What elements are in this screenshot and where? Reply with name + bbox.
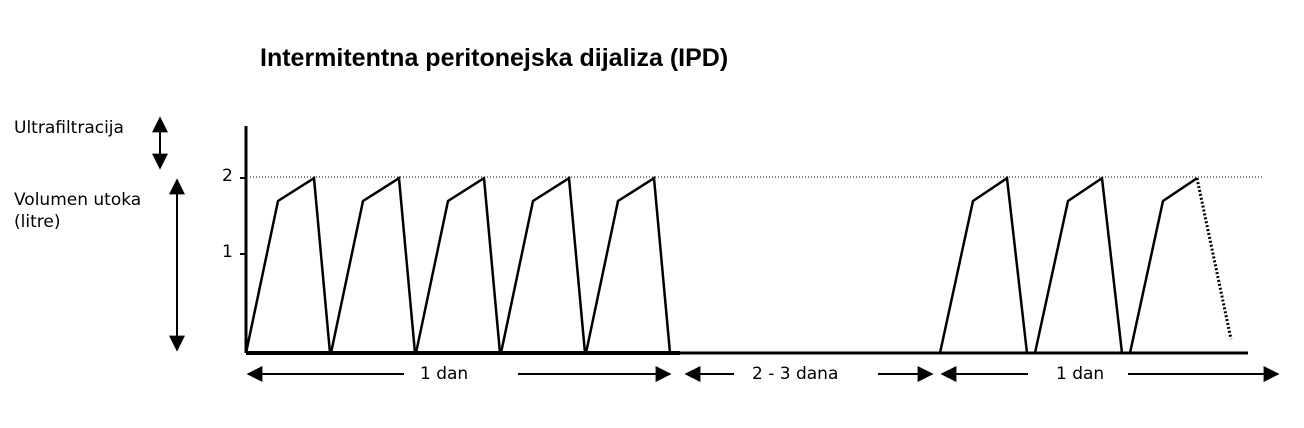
cycle-1-5 xyxy=(584,176,672,354)
chart-title: Intermitentna peritonejska dijaliza (IPD… xyxy=(260,44,729,72)
cycle-1-4 xyxy=(499,176,587,354)
cycle-3-2 xyxy=(1033,176,1124,354)
cycle-3-1 xyxy=(938,176,1029,354)
volume-label-line2: (litre) xyxy=(14,212,61,232)
cycle-3-3 xyxy=(1128,177,1198,354)
y-tick-2: 2 xyxy=(222,166,233,186)
cycle-1-3 xyxy=(414,176,502,354)
period-label-3: 1 dan xyxy=(1046,364,1115,384)
period-label-1: 1 dan xyxy=(410,364,479,384)
ultrafiltration-label: Ultrafiltracija xyxy=(14,118,124,138)
volume-label-line1: Volumen utoka xyxy=(14,190,142,210)
y-tick-1: 1 xyxy=(222,242,233,262)
dialysis-cycles xyxy=(244,176,1233,354)
cycle-1-1 xyxy=(244,176,332,354)
cycle-1-2 xyxy=(329,176,417,354)
period-label-2: 2 - 3 dana xyxy=(742,364,849,384)
cycle-drain-dotted xyxy=(1195,177,1233,340)
